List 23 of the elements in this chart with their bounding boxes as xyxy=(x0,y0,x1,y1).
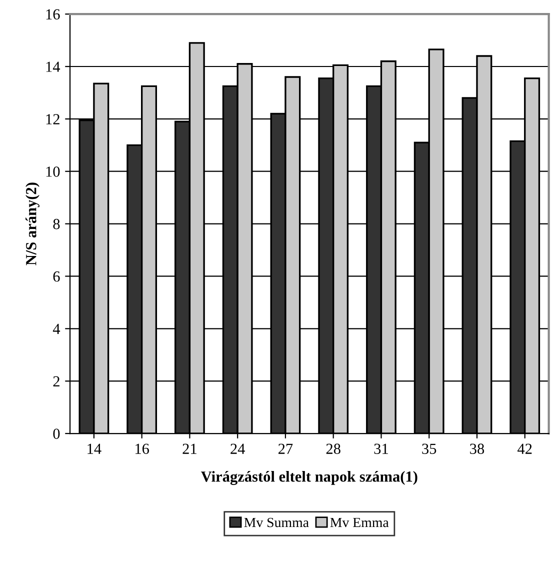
x-tick-label: 42 xyxy=(518,444,532,454)
x-tick-label: 28 xyxy=(326,444,340,454)
y-tick-label: 10 xyxy=(46,166,60,177)
y-tick-label: 8 xyxy=(53,218,60,230)
y-tick-label: 2 xyxy=(53,376,60,386)
y-tick-label: 14 xyxy=(46,62,60,72)
y-tick-label: 16 xyxy=(46,9,60,20)
legend-label: Mv Emma xyxy=(330,518,389,528)
legend-label: Mv Summa xyxy=(244,518,309,528)
x-tick-label: 31 xyxy=(374,444,388,454)
y-tick-label: 0 xyxy=(53,428,60,439)
x-tick-label: 35 xyxy=(422,444,436,454)
x-tick-label: 16 xyxy=(136,444,150,454)
y-tick-label: 6 xyxy=(53,271,60,282)
x-axis-title: Virágzástól eltelt napok száma(1) xyxy=(201,470,418,485)
y-tick-label: 4 xyxy=(52,324,60,334)
y-tick-label: 12 xyxy=(46,114,60,124)
x-tick-label: 38 xyxy=(470,444,484,454)
x-tick-label: 27 xyxy=(278,444,293,454)
x-tick-label: 14 xyxy=(88,444,102,454)
x-tick-label: 21 xyxy=(182,444,196,454)
y-axis-title: N/S arány(2) xyxy=(26,182,40,266)
x-tick-label: 24 xyxy=(230,444,245,454)
